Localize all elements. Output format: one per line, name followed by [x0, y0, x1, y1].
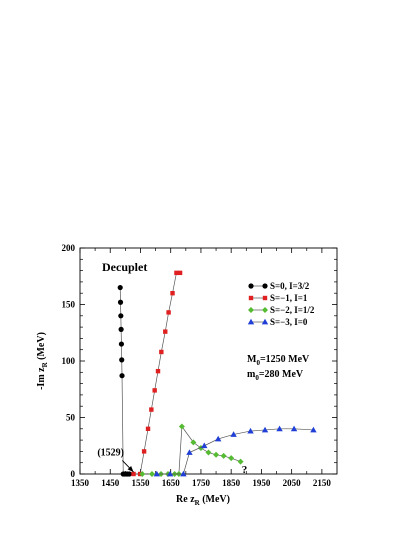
marker-diamond [262, 307, 268, 313]
marker-triangle [261, 426, 269, 433]
y-tick-label: 100 [62, 356, 76, 366]
marker-square [149, 407, 154, 412]
legend-label: S=0, I=3/2 [270, 281, 310, 291]
marker-triangle [276, 425, 283, 432]
marker-circle [117, 299, 124, 305]
annotation-question-mark: ? [242, 464, 248, 476]
x-tick-label: 1450 [101, 478, 120, 488]
x-axis-title: Re zR (MeV) [176, 494, 230, 507]
marker-triangle [247, 318, 255, 325]
marker-square [177, 270, 183, 276]
x-tick-label: 1550 [131, 478, 150, 488]
marker-square [159, 349, 164, 355]
marker-triangle [290, 425, 298, 432]
axis-ticks [79, 247, 337, 475]
x-tick-label: 1850 [222, 478, 241, 488]
marker-circle [126, 471, 132, 477]
marker-diamond [237, 458, 244, 465]
legend: S=0, I=3/2 S=−1, I=1 S=−2, I=1/2 S=−3, I=0 [247, 281, 315, 327]
x-tick-label: 1750 [192, 478, 211, 488]
marker-square [145, 426, 151, 431]
y-axis-title: -Im zR (MeV) [36, 332, 49, 390]
marker-circle [118, 313, 124, 319]
marker-square [155, 368, 161, 374]
marker-triangle [186, 449, 193, 455]
series-layer [117, 270, 317, 477]
series-line [142, 425, 241, 475]
marker-triangle [166, 470, 174, 477]
marker-diamond [205, 449, 212, 456]
x-tick-label: 1650 [162, 478, 181, 488]
x-tick-label: 2150 [313, 478, 332, 488]
marker-diamond [178, 423, 185, 430]
marker-diamond [190, 439, 197, 446]
marker-triangle [201, 442, 208, 449]
marker-circle [119, 357, 125, 363]
marker-square [131, 471, 136, 477]
tick-labels: 1350 1450 1550 1650 1750 1850 1950 2050 2150 0 50 1… [62, 243, 332, 488]
marker-square [163, 329, 168, 334]
series-4 [153, 425, 317, 477]
series-3 [139, 423, 244, 477]
mass-parameter-M0: M0=1250 MeV [247, 354, 310, 367]
series-line [133, 272, 181, 475]
marker-circle [117, 284, 123, 291]
marker-diamond [248, 307, 254, 313]
x-tick-label: 1950 [252, 478, 271, 488]
marker-circle [118, 326, 124, 332]
marker-diamond [220, 452, 227, 459]
marker-triangle [180, 470, 187, 477]
marker-square [248, 295, 254, 301]
series-1 [117, 284, 132, 477]
marker-square [174, 270, 179, 276]
marker-circle [118, 341, 125, 347]
chart-title: Decuplet [102, 260, 147, 274]
x-tick-label: 1350 [71, 478, 90, 488]
annotation-1529-label: (1529) [97, 448, 124, 459]
x-tick-label: 2050 [283, 478, 302, 488]
marker-triangle [261, 318, 269, 325]
marker-triangle [230, 431, 237, 437]
marker-diamond [213, 451, 220, 458]
legend-label: S=−2, I=1/2 [270, 305, 315, 315]
marker-square [262, 295, 268, 301]
mass-parameter-m0: m0=280 MeV [247, 369, 304, 382]
marker-triangle [310, 426, 317, 433]
marker-circle [262, 283, 268, 289]
annotation-1529-arrowhead [127, 465, 134, 472]
marker-triangle [214, 435, 222, 442]
marker-diamond [139, 471, 146, 477]
legend-label: S=−1, I=1 [270, 293, 308, 303]
marker-diamond [228, 455, 235, 462]
marker-square [170, 291, 175, 296]
marker-triangle [153, 470, 160, 477]
marker-square [141, 449, 147, 454]
marker-diamond [148, 471, 155, 477]
y-tick-label: 50 [66, 413, 76, 423]
marker-square [152, 388, 157, 393]
y-tick-label: 0 [71, 469, 76, 479]
marker-square [166, 310, 171, 315]
series-line [156, 428, 314, 475]
y-tick-label: 150 [62, 300, 76, 310]
legend-label: S=−3, I=0 [270, 317, 308, 327]
series-2 [131, 270, 183, 477]
y-tick-label: 200 [62, 243, 76, 253]
marker-circle [119, 373, 125, 379]
marker-circle [248, 283, 254, 289]
marker-triangle [247, 427, 254, 434]
